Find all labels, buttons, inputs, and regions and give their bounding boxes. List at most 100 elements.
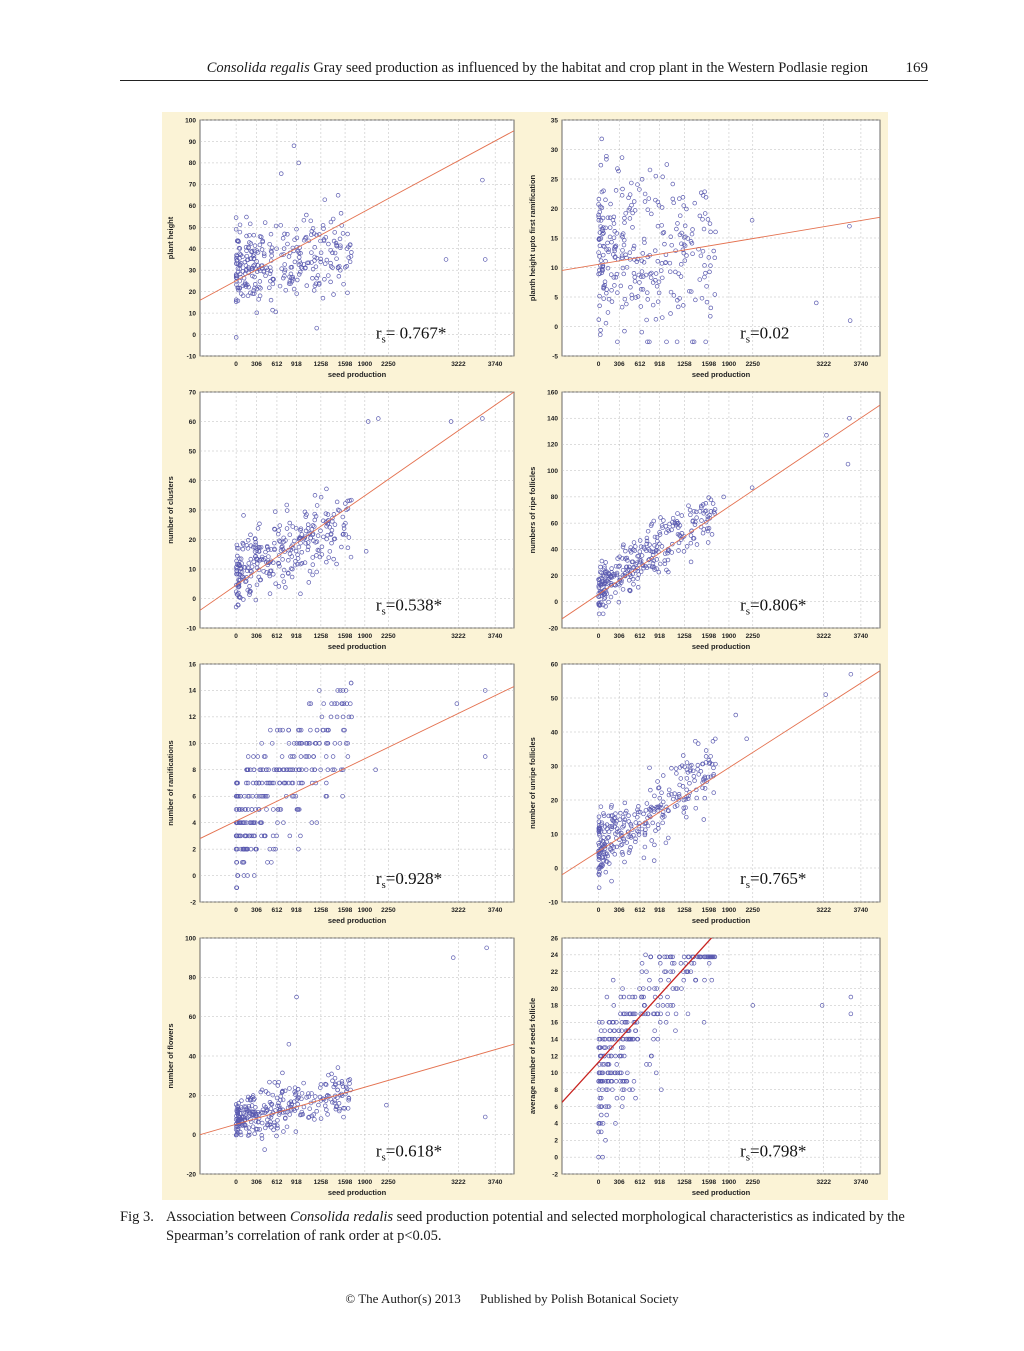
data-point xyxy=(691,536,697,541)
data-point xyxy=(599,1104,604,1109)
data-point xyxy=(596,217,602,223)
data-point xyxy=(312,524,317,529)
data-point xyxy=(691,508,697,514)
data-point xyxy=(693,509,699,515)
data-point xyxy=(332,701,337,706)
data-point xyxy=(614,1062,619,1067)
data-point xyxy=(234,793,239,799)
data-point xyxy=(233,335,239,340)
data-point xyxy=(279,754,285,759)
data-point xyxy=(672,791,677,796)
data-point xyxy=(597,869,602,875)
data-point xyxy=(623,556,628,561)
data-point xyxy=(342,265,348,270)
data-point xyxy=(253,1105,258,1110)
data-point xyxy=(617,1053,623,1059)
data-point xyxy=(269,245,275,251)
x-tick-label: 1598 xyxy=(338,633,353,640)
data-point xyxy=(626,195,631,201)
data-point xyxy=(619,255,625,261)
data-point xyxy=(264,807,269,812)
y-tick-label: 10 xyxy=(189,566,197,573)
data-point xyxy=(629,296,635,301)
data-point xyxy=(267,241,272,247)
data-point xyxy=(332,536,338,542)
regression-line xyxy=(200,130,514,301)
data-point xyxy=(619,842,625,847)
data-point xyxy=(626,834,631,839)
data-point xyxy=(604,290,609,296)
data-point xyxy=(334,561,339,567)
data-point xyxy=(235,873,241,878)
data-point xyxy=(679,262,684,267)
data-point xyxy=(311,1112,316,1117)
data-point xyxy=(601,858,606,863)
data-point xyxy=(689,289,694,294)
data-point xyxy=(306,1094,311,1099)
running-head: Consolida regalis Gray seed production a… xyxy=(120,58,928,81)
data-point xyxy=(619,850,625,855)
x-tick-label: 1900 xyxy=(722,1179,737,1186)
data-point xyxy=(291,1106,296,1112)
x-tick-label: 3222 xyxy=(451,1179,466,1186)
x-tick-label: 306 xyxy=(251,1179,262,1186)
data-point xyxy=(234,542,240,548)
data-point xyxy=(703,501,709,506)
data-point xyxy=(257,521,262,526)
data-point xyxy=(342,727,347,733)
data-point xyxy=(275,1118,280,1123)
data-point xyxy=(627,1087,632,1092)
data-point xyxy=(649,211,654,217)
data-point xyxy=(702,774,708,780)
data-point xyxy=(637,559,643,565)
data-point xyxy=(612,255,618,260)
data-point xyxy=(252,285,257,291)
data-point xyxy=(287,833,293,839)
data-point xyxy=(691,774,697,779)
data-point xyxy=(609,1070,615,1076)
data-point xyxy=(239,1105,244,1110)
data-point xyxy=(598,1095,604,1101)
y-tick-label: 100 xyxy=(185,117,196,124)
data-point xyxy=(635,807,640,812)
data-point xyxy=(338,211,344,216)
data-point xyxy=(672,521,678,526)
data-point xyxy=(251,833,256,839)
data-point xyxy=(646,547,651,552)
x-tick-label: 1900 xyxy=(722,633,737,640)
x-tick-label: 2250 xyxy=(746,907,761,914)
data-point xyxy=(701,777,706,782)
data-point xyxy=(639,553,645,558)
data-point xyxy=(703,339,708,345)
data-point xyxy=(256,780,262,786)
data-point xyxy=(283,287,288,293)
x-tick-label: 3740 xyxy=(854,361,869,368)
data-point xyxy=(448,419,454,424)
data-point xyxy=(340,793,345,799)
data-point xyxy=(639,994,644,1000)
data-point xyxy=(275,820,280,825)
data-point xyxy=(330,754,336,759)
data-point xyxy=(329,540,334,546)
data-point xyxy=(246,1103,252,1109)
data-point xyxy=(305,547,311,553)
data-point xyxy=(307,568,313,574)
data-point xyxy=(652,793,657,799)
data-point xyxy=(652,986,657,991)
data-point xyxy=(599,862,604,867)
data-point xyxy=(303,767,309,773)
data-point xyxy=(673,766,679,771)
data-point xyxy=(675,511,680,516)
data-point xyxy=(599,575,605,581)
data-point xyxy=(621,271,626,277)
data-point xyxy=(307,531,313,536)
x-tick-label: 1598 xyxy=(702,1179,717,1186)
data-point xyxy=(597,303,602,308)
data-point xyxy=(280,544,285,549)
data-point xyxy=(703,748,709,753)
y-tick-label: 100 xyxy=(547,468,558,475)
data-point xyxy=(329,701,334,706)
data-point xyxy=(596,1045,601,1050)
data-point xyxy=(684,253,689,258)
data-point xyxy=(297,269,303,275)
